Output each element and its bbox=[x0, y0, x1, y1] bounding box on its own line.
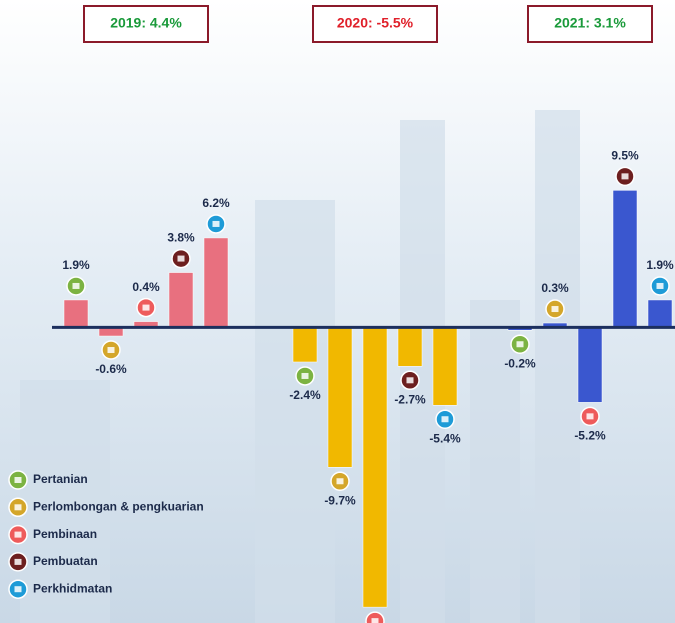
sector-icon-glyph bbox=[656, 282, 664, 289]
sector-icon-glyph bbox=[14, 504, 22, 511]
sector-icon-glyph bbox=[336, 478, 344, 485]
sector-icon-glyph bbox=[212, 220, 220, 227]
value-label: -9.7% bbox=[324, 493, 356, 507]
bar bbox=[647, 299, 673, 328]
legend-label: Perlombongan & pengkuarian bbox=[33, 499, 204, 513]
value-label: -0.2% bbox=[504, 356, 536, 370]
sector-icon-glyph bbox=[406, 377, 414, 384]
sector-icon-glyph bbox=[14, 477, 22, 483]
value-label: 3.8% bbox=[167, 231, 195, 245]
sector-icon-glyph bbox=[107, 347, 115, 354]
legend-label: Perkhidmatan bbox=[33, 581, 112, 595]
value-label: -2.7% bbox=[394, 392, 426, 406]
year-title: 2019: 4.4% bbox=[110, 15, 182, 31]
sector-icon-glyph bbox=[14, 531, 22, 538]
bar bbox=[203, 237, 229, 328]
sector-icon-glyph bbox=[441, 416, 449, 423]
value-label: 0.4% bbox=[132, 280, 160, 294]
sector-icon-glyph bbox=[14, 558, 22, 565]
sector-icon-glyph bbox=[301, 372, 309, 379]
bar bbox=[432, 327, 458, 406]
value-label: -0.6% bbox=[95, 362, 127, 376]
year-box bbox=[527, 5, 653, 43]
value-label: -2.4% bbox=[289, 388, 321, 402]
bar bbox=[63, 299, 89, 328]
sector-icon-glyph bbox=[72, 282, 80, 289]
sector-icon-glyph bbox=[177, 255, 185, 262]
sector-icon-glyph bbox=[142, 304, 150, 311]
bar bbox=[577, 327, 603, 403]
bar bbox=[397, 327, 423, 367]
sector-icon-glyph bbox=[371, 618, 379, 623]
year-title: 2020: -5.5% bbox=[337, 15, 414, 31]
bar bbox=[292, 327, 318, 363]
sector-icon-glyph bbox=[516, 341, 524, 348]
legend-label: Pertanian bbox=[33, 472, 88, 486]
bar bbox=[327, 327, 353, 468]
sector-icon-glyph bbox=[14, 586, 22, 593]
year-box bbox=[83, 5, 209, 43]
bar bbox=[362, 327, 388, 608]
skyline bbox=[20, 110, 580, 623]
value-label: 9.5% bbox=[611, 149, 639, 163]
value-label: 0.3% bbox=[541, 281, 569, 295]
value-label: -5.4% bbox=[429, 431, 461, 445]
sector-icon-glyph bbox=[586, 413, 594, 420]
sector-icon-glyph bbox=[551, 306, 559, 313]
sector-icon-glyph bbox=[621, 173, 629, 180]
legend-label: Pembinaan bbox=[33, 527, 97, 541]
year-box bbox=[312, 5, 438, 43]
value-label: -5.2% bbox=[574, 429, 606, 443]
value-label: 1.9% bbox=[646, 258, 674, 272]
value-label: 1.9% bbox=[62, 258, 90, 272]
value-label: 6.2% bbox=[202, 196, 230, 210]
legend-label: Pembuatan bbox=[33, 554, 98, 568]
year-title: 2021: 3.1% bbox=[554, 15, 626, 31]
bar bbox=[168, 272, 194, 328]
bar bbox=[612, 190, 638, 328]
sector-icon bbox=[365, 611, 385, 623]
